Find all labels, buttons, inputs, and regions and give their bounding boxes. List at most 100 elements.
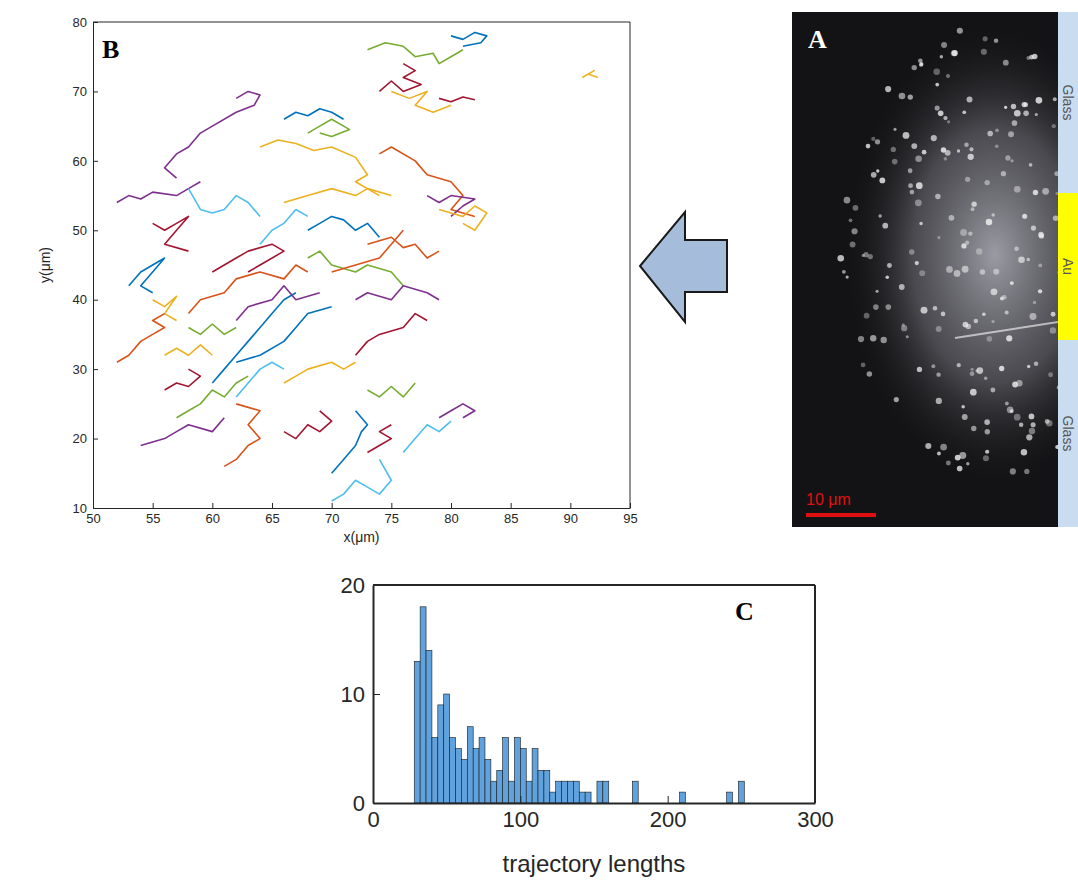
x-tick-label: 200 xyxy=(650,807,687,832)
particle xyxy=(937,236,940,239)
trajectory xyxy=(367,43,462,64)
particle xyxy=(967,96,973,102)
particle xyxy=(911,143,917,149)
trajectories xyxy=(117,32,598,501)
x-tick-label: 0 xyxy=(367,807,379,832)
x-tick: 60 xyxy=(206,503,220,526)
particle xyxy=(1034,361,1039,366)
particle xyxy=(861,363,866,368)
particle xyxy=(1014,110,1021,117)
trajectory xyxy=(224,404,260,466)
particle xyxy=(962,110,966,114)
particle xyxy=(1001,171,1006,176)
bar xyxy=(585,792,591,803)
b-frame-top xyxy=(93,22,630,23)
particle xyxy=(995,129,999,133)
y-tick-mark xyxy=(373,694,380,695)
particle xyxy=(866,144,871,149)
particle xyxy=(935,194,941,200)
particle xyxy=(968,231,972,235)
y-tick: 20 xyxy=(73,431,98,446)
particle xyxy=(910,190,915,195)
strip-label: Glass xyxy=(1060,416,1076,452)
y-tick-label: 60 xyxy=(73,154,87,169)
trajectory xyxy=(236,307,331,363)
particle xyxy=(1023,111,1029,117)
particle xyxy=(894,397,899,402)
particle xyxy=(885,275,889,279)
bar xyxy=(444,694,450,803)
bar xyxy=(503,738,509,803)
figure: 505560657075808590951020304050607080x(μm… xyxy=(0,0,1078,892)
x-tick: 85 xyxy=(504,503,518,526)
particle xyxy=(991,288,998,295)
particle xyxy=(1038,289,1042,293)
y-tick: 0 xyxy=(353,791,380,816)
trajectory xyxy=(308,216,380,237)
particle xyxy=(1004,106,1007,109)
particle xyxy=(1038,264,1042,268)
bar xyxy=(420,607,426,803)
x-tick-label: 95 xyxy=(623,511,637,526)
y-tick: 10 xyxy=(341,682,380,707)
particle xyxy=(1027,258,1030,261)
trajectory xyxy=(356,286,440,300)
y-tick-label: 20 xyxy=(341,573,365,598)
bar xyxy=(473,749,479,804)
particle xyxy=(917,367,922,372)
trajectory xyxy=(117,314,165,363)
panel-c: 010020030001020trajectory lengthsC xyxy=(341,573,834,877)
x-tick: 55 xyxy=(146,503,160,526)
particle xyxy=(1026,434,1032,440)
scale-bar-label: 10 μm xyxy=(806,491,851,508)
particle xyxy=(971,426,976,431)
y-tick-label: 10 xyxy=(341,682,365,707)
particle xyxy=(952,50,958,56)
particle xyxy=(963,322,969,328)
particle xyxy=(999,366,1004,371)
particle xyxy=(1042,188,1049,195)
particle xyxy=(1008,131,1014,137)
particle xyxy=(941,42,947,48)
y-tick-label: 0 xyxy=(353,791,365,816)
particle xyxy=(876,290,879,293)
particle xyxy=(1055,192,1058,195)
y-tick-label: 30 xyxy=(73,362,87,377)
particle xyxy=(858,336,864,342)
particle xyxy=(1029,163,1033,167)
particle xyxy=(957,149,960,152)
particle xyxy=(962,414,968,420)
particle xyxy=(925,443,931,449)
particle xyxy=(936,372,940,376)
x-tick-mark xyxy=(451,503,452,508)
y-axis-title: y(μm) xyxy=(37,247,53,283)
particle xyxy=(842,270,846,274)
strip-segment xyxy=(1058,340,1078,527)
trajectory xyxy=(439,97,475,102)
x-axis: 50556065707580859095 xyxy=(86,503,637,526)
particle xyxy=(864,313,870,319)
particle xyxy=(871,137,875,141)
trajectory xyxy=(356,314,428,356)
particle xyxy=(1011,104,1016,109)
y-tick: 60 xyxy=(73,154,98,169)
y-axis: 1020304050607080 xyxy=(73,15,98,516)
bar xyxy=(432,738,438,803)
x-tick-mark xyxy=(391,503,392,508)
particle xyxy=(981,49,987,55)
particle xyxy=(944,157,948,161)
particle xyxy=(945,150,951,156)
plot-background xyxy=(373,585,815,803)
particle xyxy=(946,74,950,78)
x-tick: 80 xyxy=(444,503,458,526)
trajectory xyxy=(165,345,213,355)
particle xyxy=(987,131,993,137)
particle xyxy=(984,180,989,185)
particle xyxy=(940,55,943,58)
trajectory xyxy=(439,404,475,418)
particle xyxy=(1010,409,1014,413)
particle xyxy=(899,284,905,290)
particle xyxy=(955,455,961,461)
trajectory xyxy=(284,362,356,383)
particle xyxy=(922,150,927,155)
